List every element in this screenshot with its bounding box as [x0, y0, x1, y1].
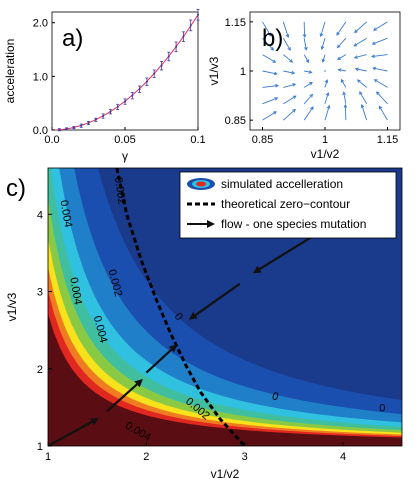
panel-c-ytick-label: 2	[37, 364, 43, 376]
panel-a-point	[146, 81, 148, 83]
panel-c-xtick-label: 3	[242, 451, 248, 463]
panel-c-contour-label: 0	[379, 402, 385, 414]
legend-label-flow: flow - one species mutation	[221, 217, 366, 231]
panel-a-point	[58, 129, 60, 131]
panel-a-point	[153, 73, 155, 75]
panel-a-point	[73, 127, 75, 129]
panel-a-point	[182, 36, 184, 38]
panel-a-xlabel: γ	[122, 149, 128, 163]
panel-a-point	[197, 14, 199, 16]
panel-c-xtick-label: 2	[143, 451, 149, 463]
panel-b-vector	[324, 70, 326, 72]
panel-a-point	[139, 88, 141, 90]
panel-b-ytick-label: 1.15	[225, 17, 246, 29]
panel-b-ytick-label: 1	[240, 66, 246, 78]
panel-a-point	[190, 24, 192, 26]
panel-c-ytick-label: 1	[37, 441, 43, 453]
panel-a-point	[109, 111, 111, 113]
panel-a-point	[66, 128, 68, 130]
panel-a-point	[88, 122, 90, 124]
panel-a-xtick-label: 0.05	[114, 134, 135, 146]
panel-c-ytick-label: 4	[37, 209, 43, 221]
panel-a: 0.0 0.05 0.1 0.0 1.0 2.0 γ acceleration a)	[3, 9, 206, 163]
panel-c-legend: simulated accelleration theoretical zero…	[180, 172, 396, 238]
panel-a-point	[175, 46, 177, 48]
panel-b: 0.85 0.85 1 1 1.15 1.15 v1/v2 v1/v3 b)	[207, 12, 400, 161]
panel-b-xtick-label: 1	[322, 134, 328, 146]
panel-c-ytick-label: 3	[37, 287, 43, 299]
panel-a-xtick-label: 0.1	[190, 134, 205, 146]
panel-a-point	[168, 56, 170, 58]
panel-a-ytick-label: 1.0	[33, 71, 48, 83]
panel-a-point	[131, 95, 133, 97]
legend-label-simulated: simulated accelleration	[221, 177, 343, 191]
panel-b-label: b)	[262, 25, 283, 52]
panel-b-xtick-label: 0.85	[252, 134, 273, 146]
panel-c: 0.0040.00200.0020.0040.0040000.0020.004 …	[5, 129, 402, 481]
panel-a-point	[102, 115, 104, 117]
legend-ellipse-icon	[187, 178, 215, 190]
legend-label-theoretical: theoretical zero−contour	[221, 197, 350, 211]
panel-a-point	[80, 125, 82, 127]
panel-a-point	[124, 101, 126, 103]
panel-c-xtick-label: 1	[45, 451, 51, 463]
panel-a-ytick-label: 2.0	[33, 18, 48, 30]
panel-b-ylabel: v1/v3	[207, 56, 221, 85]
panel-c-xtick-label: 4	[340, 451, 346, 463]
panel-b-xlabel: v1/v2	[311, 147, 340, 161]
panel-a-point	[161, 65, 163, 67]
panel-b-ytick-label: 0.85	[225, 115, 246, 127]
panel-a-point	[95, 119, 97, 121]
panel-c-xlabel: v1/v2	[211, 467, 240, 481]
panel-a-ytick-label: 0.0	[33, 125, 48, 137]
panel-b-xtick-label: 1.15	[377, 134, 398, 146]
panel-c-label: c)	[6, 175, 26, 202]
panel-a-point	[117, 106, 119, 108]
panel-a-ylabel: acceleration	[3, 39, 17, 104]
panel-c-ylabel: v1/v3	[5, 292, 19, 321]
panel-a-label: a)	[62, 25, 83, 52]
